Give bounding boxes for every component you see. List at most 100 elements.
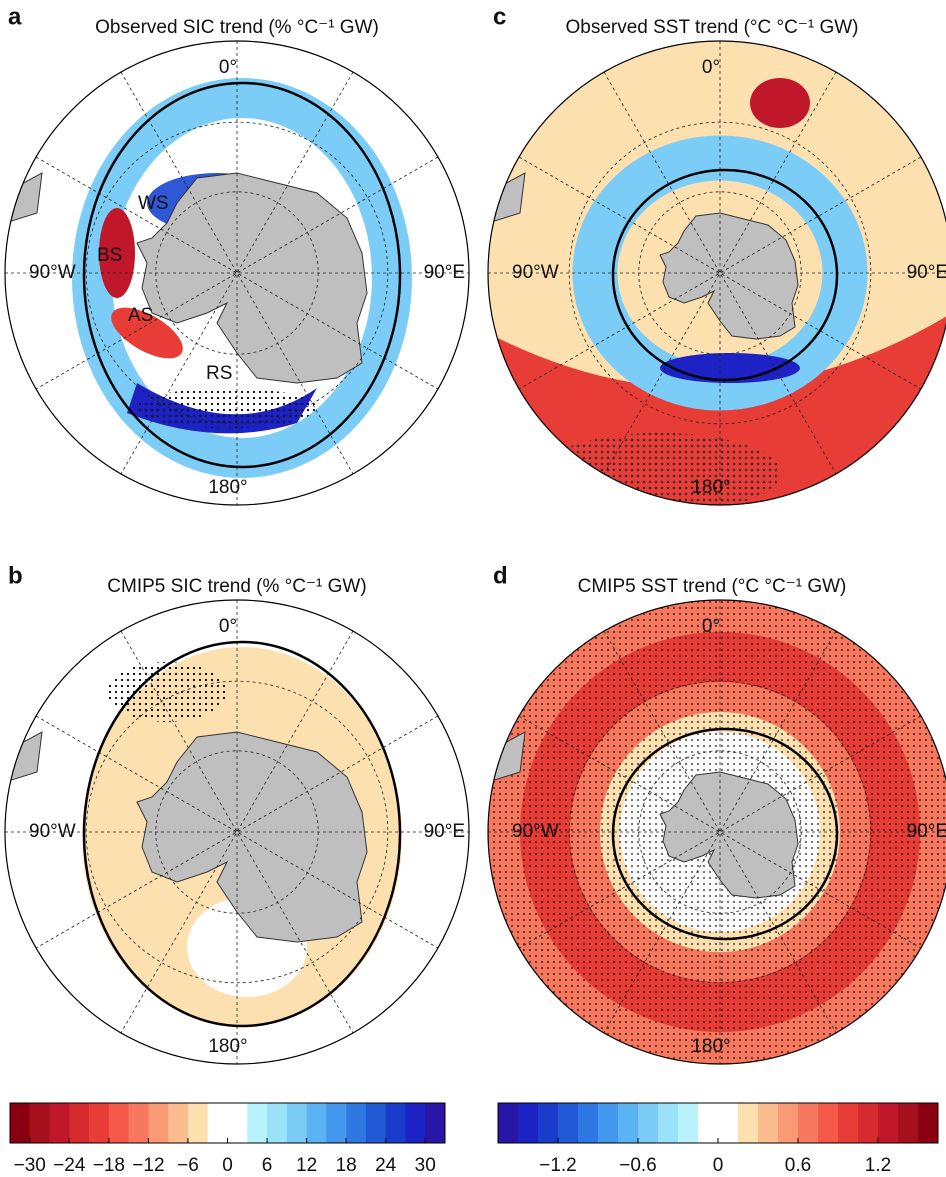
bs-high xyxy=(99,208,135,298)
colorbar-bin xyxy=(718,1103,739,1143)
meridian xyxy=(603,71,837,475)
panel-letter: d xyxy=(493,562,508,589)
panel-title: CMIP5 SST trend (°C °C⁻¹ GW) xyxy=(578,576,847,597)
colorbar-tick-label: −30 xyxy=(14,1155,46,1176)
longitude-label: 90°W xyxy=(512,262,559,283)
land xyxy=(488,731,526,783)
colorbar-tick-label: 6 xyxy=(262,1155,273,1176)
colorbar-bin xyxy=(69,1103,90,1143)
latitude-line xyxy=(85,680,389,984)
colorbar-tick-label: −1.2 xyxy=(539,1155,577,1176)
map xyxy=(5,41,469,505)
colorbar-bin xyxy=(29,1103,50,1143)
antarctica xyxy=(659,771,799,899)
colorbar-bin xyxy=(498,1103,519,1143)
colorbar-bin xyxy=(168,1103,189,1143)
longitude-label: 0° xyxy=(702,57,720,78)
longitude-label: 90°W xyxy=(29,821,76,842)
colorbar-bin xyxy=(918,1103,939,1143)
colorbar-tick-label: 18 xyxy=(336,1155,357,1176)
colorbar-bin xyxy=(618,1103,639,1143)
land xyxy=(5,731,43,783)
latitude-line xyxy=(568,121,872,425)
colorbar-bin xyxy=(10,1103,31,1143)
colorbar-bin xyxy=(89,1103,110,1143)
longitude-label: 0° xyxy=(219,616,237,637)
colorbar-tick-label: −6 xyxy=(177,1155,199,1176)
colorbar-bin xyxy=(207,1103,228,1143)
ice-edge-contour xyxy=(82,81,402,469)
map-border xyxy=(4,40,470,506)
colorbar-bin xyxy=(878,1103,899,1143)
stipple xyxy=(107,662,227,722)
colorbar-bin xyxy=(638,1103,659,1143)
longitude-label: 180° xyxy=(691,1036,730,1057)
colorbar-bin xyxy=(128,1103,149,1143)
latitude-line xyxy=(85,121,389,425)
ice-edge-contour xyxy=(611,168,839,382)
meridian xyxy=(603,71,837,475)
sst-warm-dots xyxy=(540,433,780,505)
meridian xyxy=(120,630,354,1034)
map-border xyxy=(487,40,946,506)
colorbar-tick-label: 0 xyxy=(222,1155,233,1176)
meridian xyxy=(35,156,439,390)
colorbar-bin xyxy=(558,1103,579,1143)
colorbar-bin xyxy=(898,1103,919,1143)
colorbar-bin xyxy=(838,1103,859,1143)
region-label: BS xyxy=(97,245,122,266)
colorbar-bin xyxy=(738,1103,759,1143)
colorbar-bin xyxy=(365,1103,386,1143)
region-label: RS xyxy=(206,363,232,384)
panel-title: Observed SIC trend (% °C⁻¹ GW) xyxy=(95,17,379,38)
longitude-label: 180° xyxy=(208,1036,247,1057)
colorbar-bin xyxy=(698,1103,719,1143)
colorbar-tick-label: 1.2 xyxy=(865,1155,891,1176)
meridian xyxy=(35,715,439,949)
colorbar-bin xyxy=(227,1103,248,1143)
colorbar-tick-label: −0.6 xyxy=(619,1155,657,1176)
colorbar-bin xyxy=(346,1103,367,1143)
land xyxy=(488,172,526,224)
panel-letter: c xyxy=(493,3,506,30)
colorbar-bin xyxy=(306,1103,327,1143)
meridian xyxy=(120,630,354,1034)
longitude-label: 0° xyxy=(219,57,237,78)
colorbar-tick-label: 0 xyxy=(713,1155,724,1176)
colorbar-tick-label: 0.6 xyxy=(785,1155,811,1176)
longitude-label: 0° xyxy=(702,616,720,637)
meridian xyxy=(518,715,922,949)
map-border xyxy=(4,599,470,1065)
colorbar-bin xyxy=(148,1103,169,1143)
colorbar-tick-label: −18 xyxy=(93,1155,125,1176)
panel-letter: b xyxy=(8,562,23,589)
longitude-label: 90°E xyxy=(424,821,465,842)
colorbar-bin xyxy=(758,1103,779,1143)
colorbar-tick-label: 30 xyxy=(415,1155,436,1176)
colorbar-bin xyxy=(49,1103,70,1143)
colorbar-bin xyxy=(658,1103,679,1143)
colorbar-bin xyxy=(818,1103,839,1143)
meridian xyxy=(35,156,439,390)
meridian xyxy=(120,71,354,475)
colorbar-bin xyxy=(578,1103,599,1143)
map xyxy=(488,600,946,1064)
as-high xyxy=(111,307,183,359)
colorbar-bin xyxy=(798,1103,819,1143)
longitude-label: 180° xyxy=(208,477,247,498)
longitude-label: 90°W xyxy=(512,821,559,842)
meridian xyxy=(120,71,354,475)
colorbar-bin xyxy=(326,1103,347,1143)
longitude-label: 90°W xyxy=(29,262,76,283)
longitude-label: 90°E xyxy=(907,821,946,842)
colorbar-tick-label: −24 xyxy=(53,1155,86,1176)
meridian xyxy=(603,630,837,1034)
ice-edge-contour xyxy=(611,727,839,941)
colorbar-bin xyxy=(108,1103,129,1143)
land xyxy=(5,172,43,224)
longitude-label: 90°E xyxy=(907,262,946,283)
meridian xyxy=(518,156,922,390)
meridian xyxy=(518,156,922,390)
stipple xyxy=(137,388,317,428)
panel-title: CMIP5 SIC trend (% °C⁻¹ GW) xyxy=(107,576,366,597)
